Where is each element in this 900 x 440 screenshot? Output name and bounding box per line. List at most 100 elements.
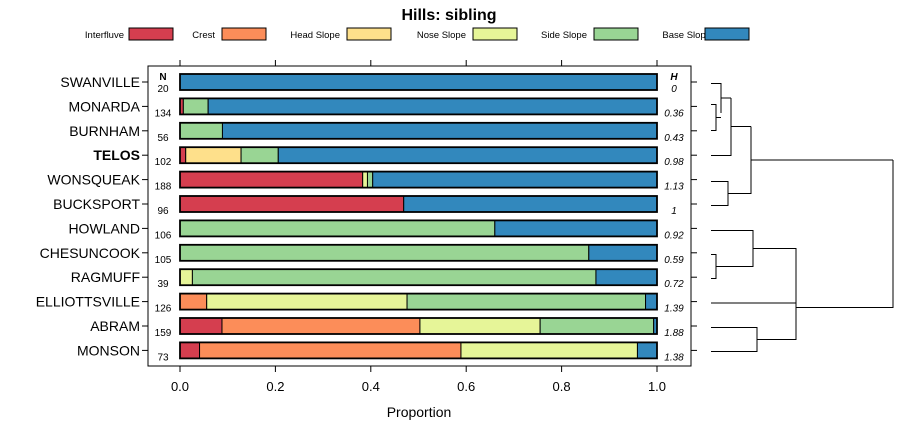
row-label-swanville: SWANVILLE	[60, 74, 140, 90]
bar-segment-telos-base-slope	[277, 146, 658, 164]
row-label-monson: MONSON	[77, 342, 140, 358]
bar-outline-chesuncook	[179, 243, 658, 262]
bar-outline-bucksport	[179, 195, 658, 213]
bar-segment-abram-side-slope	[539, 317, 655, 335]
row-n-abram: 159	[155, 328, 172, 339]
row-label-bucksport: BUCKSPORT	[53, 196, 140, 212]
bar-segment-monson-base-slope	[636, 341, 658, 359]
x-tick-label: 0.0	[171, 379, 189, 394]
n-header: N	[159, 72, 166, 83]
bar-outline-wonsqueak	[179, 170, 658, 189]
row-label-burnham: BURNHAM	[69, 123, 140, 139]
bar-segment-monarda-base-slope	[207, 97, 658, 115]
row-n-swanville: 20	[157, 84, 169, 95]
row-h-abram: 1.88	[664, 328, 684, 339]
row-n-chesuncook: 105	[155, 255, 172, 266]
dendrogram-branch	[711, 230, 754, 267]
bar-outline-elliottsville	[179, 292, 658, 311]
dendrogram-branch	[711, 181, 729, 206]
legend: Interfluve Crest Head Slope Nose Slope Side …	[85, 27, 750, 41]
bar-segment-abram-crest	[221, 317, 421, 335]
row-h-ragmuff: 0.72	[664, 279, 684, 290]
bar-segment-elliottsville-nose-slope	[206, 293, 408, 311]
dendrogram-branch	[711, 327, 758, 352]
bar-outline-howland	[179, 219, 658, 238]
bar-segment-chesuncook-base-slope	[588, 244, 658, 262]
bar-outline-monarda	[179, 97, 658, 116]
bar-segment-abram-nose-slope	[419, 317, 541, 335]
bar-segment-burnham-side-slope	[179, 122, 223, 140]
legend-label-nose-slope: Nose Slope	[417, 30, 466, 41]
bar-outline-abram	[179, 317, 658, 335]
row-label-abram: ABRAM	[90, 318, 140, 334]
bar-segment-wonsqueak-side-slope	[366, 171, 374, 189]
row-h-wonsqueak: 1.13	[664, 182, 684, 193]
bar-segment-wonsqueak-interfluve	[179, 171, 364, 189]
bar-segment-monson-interfluve	[179, 341, 201, 359]
x-tick-label: 0.2	[266, 379, 284, 394]
dendrogram-branch	[711, 104, 717, 131]
legend-swatch-nose-slope	[472, 27, 518, 41]
row-h-monarda: 0.36	[664, 108, 684, 119]
chart-title: Hills: sibling	[401, 7, 496, 24]
row-n-ragmuff: 39	[157, 279, 169, 290]
legend-swatch-side-slope	[593, 27, 639, 41]
bar-segment-bucksport-base-slope	[403, 195, 658, 213]
dendrogram-branch	[711, 254, 717, 279]
row-label-elliottsville: ELLIOTTSVILLE	[36, 294, 140, 310]
bar-segment-bucksport-interfluve	[179, 195, 405, 213]
bar-segment-elliottsville-crest	[179, 293, 208, 311]
dendrogram-branch	[796, 160, 894, 308]
bar-segment-monson-crest	[199, 341, 462, 359]
row-n-monarda: 134	[155, 108, 172, 119]
bar-outline-burnham	[179, 121, 658, 140]
bar-segment-elliottsville-base-slope	[645, 293, 658, 311]
bar-segment-ragmuff-nose-slope	[179, 268, 193, 286]
legend-label-interfluve: Interfluve	[85, 30, 124, 41]
bar-segment-elliottsville-side-slope	[406, 293, 647, 311]
bar-segment-telos-head-slope	[185, 146, 242, 164]
row-label-chesuncook: CHESUNCOOK	[40, 245, 141, 261]
row-h-howland: 0.92	[664, 230, 684, 241]
dendrogram-branch	[728, 126, 752, 194]
x-tick-label: 1.0	[648, 379, 666, 394]
bar-segment-howland-side-slope	[179, 219, 496, 237]
legend-label-head-slope: Head Slope	[290, 30, 340, 41]
row-n-telos: 102	[155, 157, 172, 168]
legend-label-crest: Crest	[192, 30, 215, 41]
dendrogram-branch	[757, 275, 797, 340]
row-label-ragmuff: RAGMUFF	[71, 269, 140, 285]
legend-label-side-slope: Side Slope	[541, 30, 587, 41]
bar-segment-ragmuff-base-slope	[595, 268, 658, 286]
bar-segment-swanville-base-slope	[179, 73, 658, 91]
row-n-wonsqueak: 188	[155, 182, 172, 193]
legend-swatch-base-slope	[704, 27, 750, 41]
legend-swatch-head-slope	[346, 27, 392, 41]
row-h-burnham: 0.43	[664, 133, 684, 144]
row-h-chesuncook: 0.59	[664, 255, 684, 266]
row-label-monarda: MONARDA	[68, 98, 140, 114]
bar-outline-monson	[179, 341, 658, 360]
row-h-monson: 1.38	[664, 352, 684, 363]
row-label-howland: HOWLAND	[68, 220, 140, 236]
bar-segment-wonsqueak-base-slope	[372, 171, 658, 189]
h-header: H	[670, 72, 678, 83]
legend-swatch-crest	[221, 27, 267, 41]
x-tick-label: 0.8	[553, 379, 571, 394]
bar-segment-wonsqueak-nose-slope	[362, 171, 368, 189]
row-h-elliottsville: 1.39	[664, 304, 684, 315]
bar-segment-telos-side-slope	[240, 146, 279, 164]
bar-segment-abram-interfluve	[179, 317, 223, 335]
dendrogram-branch	[711, 83, 722, 113]
plot-area: 0.0 0.2 0.4 0.6 0.8 1.0 SWANVILLE 20 0 MONARDA 134…	[36, 60, 697, 394]
bar-outline-swanville	[179, 73, 658, 91]
plot-frame	[147, 65, 692, 367]
row-h-bucksport: 1	[671, 206, 677, 217]
row-label-telos: TELOS	[93, 147, 140, 163]
row-h-telos: 0.98	[664, 157, 684, 168]
dendrogram	[711, 83, 894, 352]
row-n-bucksport: 96	[157, 206, 169, 217]
row-n-elliottsville: 126	[155, 304, 172, 315]
bar-segment-chesuncook-side-slope	[179, 244, 590, 262]
bar-segment-howland-base-slope	[494, 219, 658, 237]
